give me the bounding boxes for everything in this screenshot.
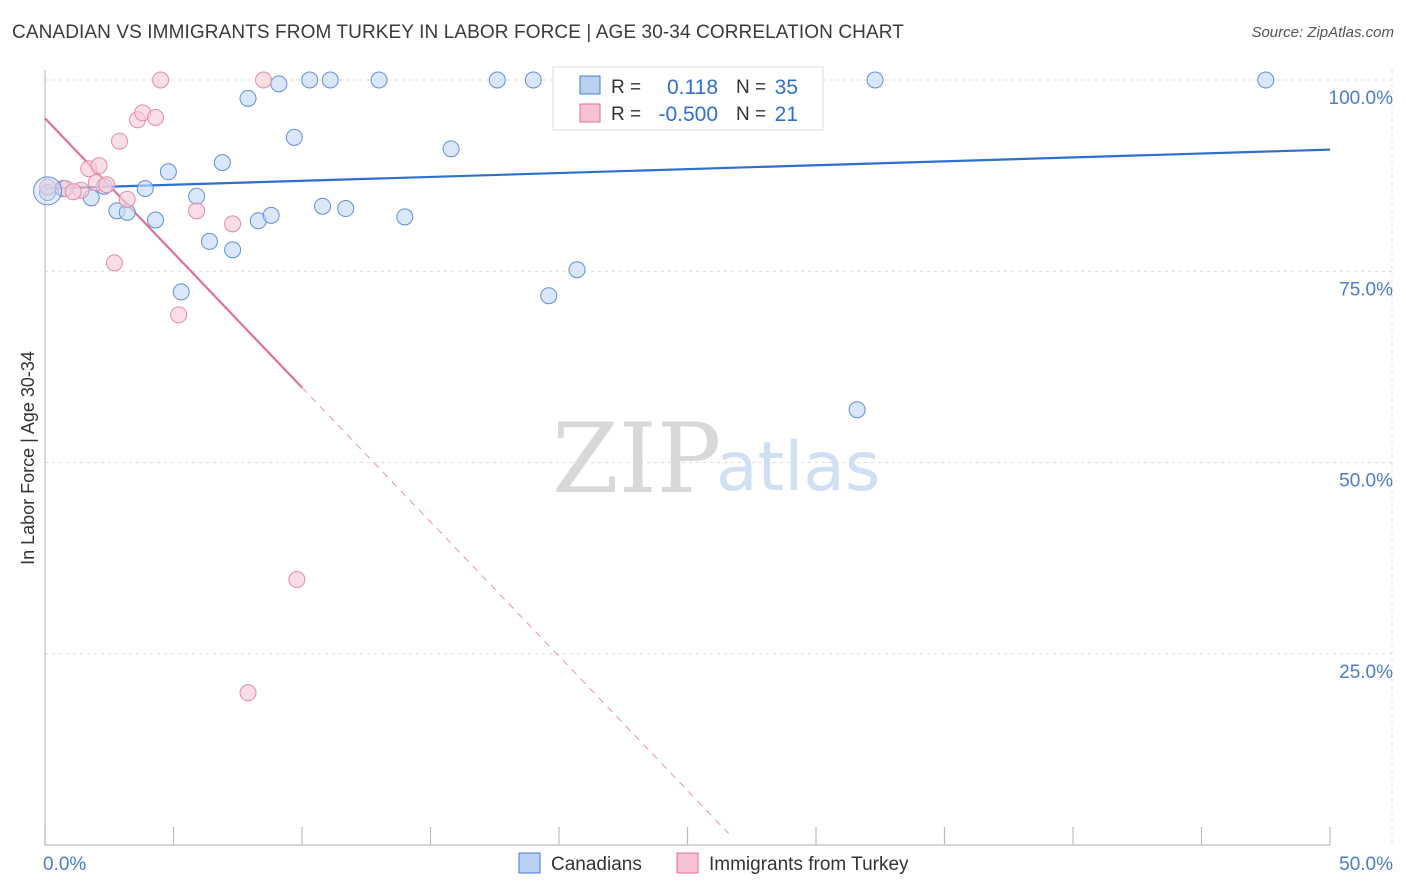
stats-blue-r-label: R =	[611, 77, 641, 98]
trend-line-turkey	[44, 117, 303, 389]
y-tick-label: 75.0%	[1339, 279, 1393, 300]
point-turkey	[147, 108, 165, 126]
tick-labels: 25.0% 50.0% 75.0% 100.0% 0.0% 50.0%	[43, 88, 1393, 875]
legend-canadians-swatch	[518, 852, 541, 874]
legend-turkey-label: Immigrants from Turkey	[709, 854, 909, 875]
stats-pink-swatch	[579, 103, 601, 123]
stats-pink-n-label: N =	[736, 104, 766, 125]
point-turkey	[118, 190, 136, 208]
point-canadians-cluster	[33, 176, 63, 206]
y-tick-label: 100.0%	[1329, 88, 1394, 109]
point-turkey	[64, 183, 82, 201]
point-canadians	[213, 154, 231, 172]
point-canadians	[442, 140, 460, 158]
point-canadians	[188, 187, 206, 205]
point-canadians	[568, 261, 586, 279]
watermark-atlas: atlas	[716, 428, 880, 507]
point-canadians	[370, 71, 388, 89]
point-canadians	[396, 208, 414, 226]
x-tick-label: 50.0%	[1339, 854, 1393, 875]
point-canadians	[301, 71, 319, 89]
stats-pink-r-value: -0.500	[658, 103, 718, 126]
point-canadians	[488, 71, 506, 89]
point-turkey	[188, 202, 206, 220]
point-canadians	[239, 89, 257, 107]
point-canadians	[337, 200, 355, 218]
point-canadians	[147, 211, 165, 229]
y-tick-label: 50.0%	[1339, 471, 1393, 492]
point-canadians	[321, 71, 339, 89]
point-canadians	[285, 128, 303, 146]
stats-legend: R = 0.118 N = 35 R = -0.500 N = 21	[552, 66, 824, 131]
point-turkey	[254, 71, 272, 89]
stats-pink-r-label: R =	[611, 104, 641, 125]
point-canadians	[136, 180, 154, 198]
point-turkey	[152, 71, 170, 89]
axes	[44, 70, 1331, 846]
point-turkey	[170, 306, 188, 324]
point-turkey	[239, 684, 257, 702]
point-canadians	[224, 241, 242, 259]
stats-blue-r-value: 0.118	[667, 76, 718, 99]
watermark: ZIP atlas	[552, 403, 880, 515]
point-canadians	[866, 71, 884, 89]
point-turkey	[224, 215, 242, 233]
point-canadians	[200, 232, 218, 250]
chart-title: CANADIAN VS IMMIGRANTS FROM TURKEY IN LA…	[12, 22, 904, 43]
legend-canadians-label: Canadians	[551, 854, 642, 875]
point-canadians	[172, 283, 190, 301]
point-turkey	[111, 132, 129, 150]
point-canadians	[314, 197, 332, 215]
y-axis-label: In Labor Force | Age 30-34	[18, 351, 38, 565]
stats-pink-n-value: 21	[775, 103, 798, 126]
stats-blue-swatch	[579, 75, 601, 95]
point-turkey	[90, 157, 108, 175]
point-turkey	[98, 176, 116, 194]
point-canadians	[848, 401, 866, 419]
x-tick-label: 0.0%	[43, 854, 86, 875]
source-credit: Source: ZipAtlas.com	[1251, 24, 1394, 41]
watermark-zip: ZIP	[552, 403, 721, 515]
series-legend: Canadians Immigrants from Turkey	[518, 852, 909, 875]
point-turkey	[288, 571, 306, 589]
stats-blue-n-value: 35	[775, 76, 798, 99]
stats-blue-n-label: N =	[736, 77, 766, 98]
point-canadians	[1257, 71, 1275, 89]
point-canadians	[540, 287, 558, 305]
y-tick-label: 25.0%	[1339, 662, 1393, 683]
trend-line-canadians	[44, 148, 1331, 190]
point-turkey	[105, 254, 123, 272]
point-canadians	[524, 71, 542, 89]
data-points	[33, 71, 1275, 702]
point-canadians	[159, 163, 177, 181]
point-canadians	[262, 206, 280, 224]
point-turkey	[39, 178, 57, 196]
legend-turkey-swatch	[676, 852, 699, 874]
point-canadians	[270, 75, 288, 93]
